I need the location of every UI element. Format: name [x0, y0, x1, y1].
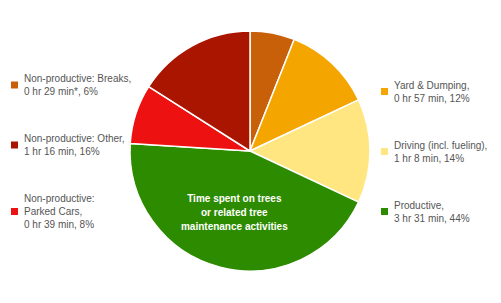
svg-text:3 hr 31 min, 44%: 3 hr 31 min, 44% [394, 213, 470, 224]
svg-text:1 hr 8 min, 14%: 1 hr 8 min, 14% [394, 153, 464, 164]
svg-text:0 hr 29 min*, 6%: 0 hr 29 min*, 6% [24, 86, 98, 97]
svg-text:Time spent on trees: Time spent on trees [187, 193, 282, 204]
svg-text:Productive,: Productive, [394, 200, 444, 211]
svg-text:0 hr 39 min, 8%: 0 hr 39 min, 8% [24, 219, 94, 230]
svg-text:Non-productive:: Non-productive: [24, 193, 95, 204]
svg-text:0 hr 57 min, 12%: 0 hr 57 min, 12% [394, 93, 470, 104]
svg-text:maintenance activities: maintenance activities [181, 221, 288, 232]
svg-text:Driving (incl. fueling),: Driving (incl. fueling), [394, 140, 487, 151]
svg-text:Non-productive: Breaks,: Non-productive: Breaks, [24, 73, 131, 84]
svg-text:1 hr 16 min, 16%: 1 hr 16 min, 16% [24, 146, 100, 157]
svg-text:Non-productive: Other,: Non-productive: Other, [24, 133, 125, 144]
svg-text:or related tree: or related tree [201, 207, 268, 218]
svg-text:Parked Cars,: Parked Cars, [24, 206, 82, 217]
svg-text:Yard & Dumping,: Yard & Dumping, [394, 80, 469, 91]
